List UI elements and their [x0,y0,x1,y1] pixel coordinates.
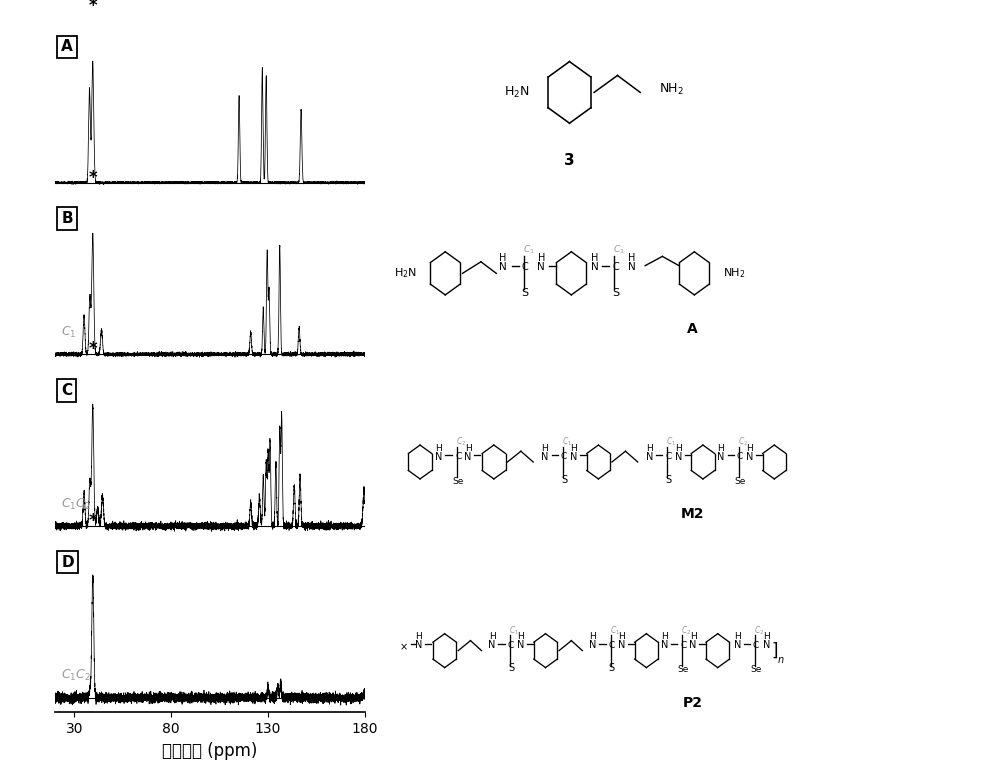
Text: Se: Se [750,665,762,675]
Text: P2: P2 [682,696,702,710]
Text: S: S [609,664,615,673]
Text: NH$_2$: NH$_2$ [723,266,745,280]
Text: H: H [542,444,548,453]
Text: C: C [61,383,72,398]
Text: $C_2$: $C_2$ [754,624,764,637]
Text: S: S [561,475,567,484]
Text: A: A [687,322,698,336]
Text: N: N [488,641,496,650]
Text: N: N [591,263,599,272]
Text: S: S [612,288,619,297]
Text: n: n [777,655,784,665]
Text: N: N [628,263,635,272]
Text: H: H [746,444,753,453]
Text: H: H [538,253,545,263]
Text: *: * [88,340,97,359]
Text: N: N [570,452,577,461]
Text: 3: 3 [564,152,575,168]
Text: H: H [734,632,741,641]
Text: H: H [499,253,506,263]
Text: H: H [628,253,635,263]
Text: C: C [753,641,759,650]
Text: C: C [508,641,514,650]
Text: C: C [612,263,619,272]
Text: H: H [661,632,668,641]
Text: H: H [690,632,696,641]
Text: N: N [746,452,753,461]
Text: $C_1$: $C_1$ [509,624,519,637]
Text: $C_1$: $C_1$ [562,436,572,448]
Text: N: N [734,641,741,650]
Text: Se: Se [734,477,746,486]
Text: ]: ] [771,641,778,660]
Text: NH$_2$: NH$_2$ [659,82,684,97]
Text: Se: Se [678,665,689,675]
Text: $C_1C_2$: $C_1C_2$ [61,497,91,511]
Text: N: N [517,641,525,650]
Text: $C_1$: $C_1$ [610,624,620,637]
Text: $C_1$: $C_1$ [61,325,77,340]
Text: H: H [415,632,422,641]
Text: H: H [435,444,442,453]
Text: N: N [464,452,472,461]
Text: H: H [465,444,471,453]
Text: H$_2$N: H$_2$N [504,85,530,100]
Text: N: N [589,641,597,650]
Text: H$_2$N: H$_2$N [394,266,417,280]
X-axis label: 化学位移 (ppm): 化学位移 (ppm) [162,742,258,759]
Text: $C_2$: $C_2$ [681,624,691,637]
Text: C: C [455,452,461,461]
Text: N: N [435,452,442,461]
Text: N: N [537,263,545,272]
Text: N: N [689,641,697,650]
Text: C: C [609,641,615,650]
Text: *: * [88,512,97,530]
Text: $C_1C_2$: $C_1C_2$ [61,668,91,683]
Text: N: N [415,641,423,650]
Text: H: H [675,444,682,453]
Text: $\times$: $\times$ [399,641,408,652]
Text: H: H [589,632,596,641]
Text: S: S [522,288,529,297]
Text: N: N [541,452,549,461]
Text: *: * [88,169,97,186]
Text: H: H [518,632,524,641]
Text: A: A [61,39,73,55]
Text: N: N [646,452,653,461]
Text: Se: Se [452,477,464,486]
Text: D: D [61,554,74,570]
Text: *: * [88,0,97,15]
Text: N: N [499,263,506,272]
Text: $C_1$: $C_1$ [523,244,535,256]
Text: $C_2$: $C_2$ [738,436,748,448]
Text: $C_1$: $C_1$ [613,244,625,256]
Text: S: S [508,664,514,673]
Text: C: C [680,641,686,650]
Text: M2: M2 [681,507,704,521]
Text: N: N [763,641,771,650]
Text: H: H [570,444,577,453]
Text: S: S [665,475,672,484]
Text: B: B [61,211,73,226]
Text: H: H [489,632,495,641]
Text: C: C [561,452,567,461]
Text: H: H [717,444,724,453]
Text: N: N [618,641,625,650]
Text: C: C [737,452,743,461]
Text: N: N [717,452,724,461]
Text: C: C [665,452,672,461]
Text: H: H [646,444,653,453]
Text: H: H [591,253,598,263]
Text: $C_2$: $C_2$ [456,436,466,448]
Text: $C_1$: $C_1$ [666,436,677,448]
Text: N: N [675,452,682,461]
Text: C: C [522,263,529,272]
Text: N: N [661,641,668,650]
Text: H: H [618,632,625,641]
Text: H: H [764,632,770,641]
